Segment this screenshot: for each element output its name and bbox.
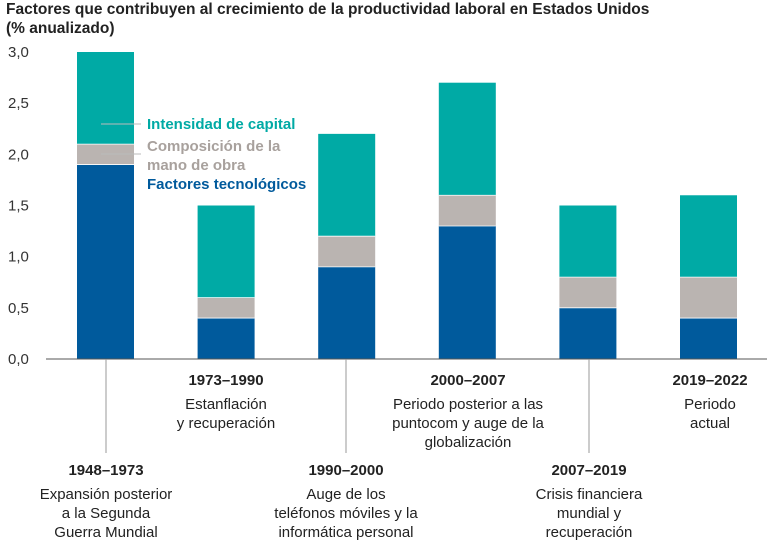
period-description-line: puntocom y auge de la — [392, 415, 544, 432]
bar-segment-technology — [559, 307, 617, 359]
period-description-line: Estanflación — [185, 396, 267, 413]
period-years-label: 1948–1973 — [68, 462, 143, 479]
bar-segment-labor — [318, 236, 376, 267]
chart-title: Factores que contribuyen al crecimiento … — [6, 0, 649, 38]
bar-segment-capital — [318, 133, 376, 237]
period-description-line: Auge de los — [306, 486, 385, 503]
period-description-line: Periodo — [684, 396, 736, 413]
y-tick-label: 2,0 — [8, 146, 29, 163]
bar-segment-technology — [680, 318, 737, 359]
bar-segment-labor — [197, 297, 255, 319]
bar-segment-capital — [559, 205, 617, 278]
bar-segment-capital — [438, 82, 496, 196]
legend-technology-factors: Factores tecnológicos — [147, 176, 306, 193]
legend-capital-intensity: Intensidad de capital — [147, 116, 295, 133]
period-description-line: globalización — [425, 434, 512, 451]
period-description-line: teléfonos móviles y la — [274, 505, 418, 522]
y-tick-label: 2,5 — [8, 95, 29, 112]
period-description-line: y recuperación — [177, 415, 275, 432]
period-description-line: Crisis financiera — [536, 486, 643, 503]
period-description-line: Guerra Mundial — [54, 524, 157, 541]
period-description-line: mundial y — [557, 505, 622, 522]
y-tick-label: 0,5 — [8, 300, 29, 317]
period-years-label: 2000–2007 — [430, 372, 505, 389]
period-years-label: 1990–2000 — [308, 462, 383, 479]
bar-segment-labor — [438, 195, 496, 226]
legend-labor-composition-line-2: mano de obra — [147, 157, 246, 174]
bar-segment-capital — [77, 52, 134, 145]
bar-segment-technology — [197, 318, 255, 359]
period-description-line: informática personal — [278, 524, 413, 541]
bar-segment-labor — [680, 277, 737, 319]
y-tick-label: 1,0 — [8, 249, 29, 266]
bar-segment-capital — [680, 195, 737, 278]
period-years-label: 2019–2022 — [672, 372, 747, 389]
legend-labor-composition-line-1: Composición de la — [147, 138, 281, 155]
bar-segment-capital — [197, 205, 255, 298]
bar-segment-technology — [77, 164, 134, 359]
bar-segment-labor — [559, 277, 617, 308]
y-tick-label: 1,5 — [8, 198, 29, 215]
period-description-line: Expansión posterior — [40, 486, 173, 503]
bar-segment-technology — [438, 225, 496, 359]
bar-segment-technology — [318, 266, 376, 359]
period-description-line: actual — [690, 415, 730, 432]
period-description-line: a la Segunda — [62, 505, 151, 522]
y-tick-label: 3,0 — [8, 44, 29, 61]
period-years-label: 1973–1990 — [188, 372, 263, 389]
chart-title-line-1: Factores que contribuyen al crecimiento … — [6, 1, 650, 18]
y-tick-label: 0,0 — [8, 351, 29, 368]
period-description-line: recuperación — [546, 524, 633, 541]
period-years-label: 2007–2019 — [551, 462, 626, 479]
chart-title-line-2: (% anualizado) — [6, 20, 115, 37]
period-description-line: Periodo posterior a las — [393, 396, 543, 413]
